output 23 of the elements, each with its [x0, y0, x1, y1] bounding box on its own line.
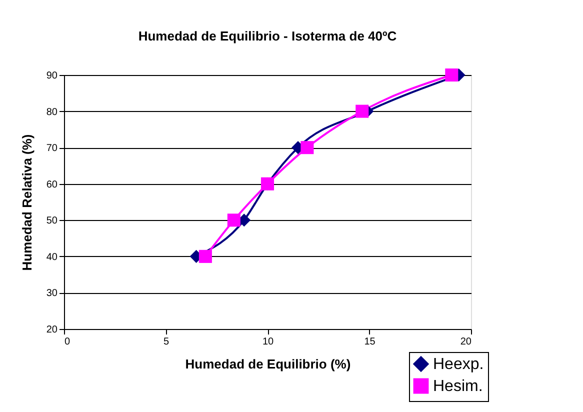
- point: [356, 104, 369, 118]
- y-tick-label: 90: [46, 70, 58, 82]
- y-tick-label: 60: [46, 179, 58, 190]
- y-tick-label: 70: [46, 143, 58, 154]
- y-tick-label: 30: [46, 288, 58, 300]
- point: [198, 250, 212, 263]
- y-tick-label: 20: [46, 324, 58, 336]
- x-tick-label: 0: [64, 336, 70, 348]
- y-tick-label: 40: [46, 252, 58, 263]
- point: [227, 214, 240, 227]
- point: [445, 68, 458, 82]
- y-axis-title: Humedad Relativa (%): [19, 134, 34, 271]
- legend-label: Heexp.: [433, 356, 484, 373]
- x-tick-label: 10: [262, 336, 274, 348]
- legend-label: Hesim.: [433, 378, 483, 395]
- y-tick-label: 50: [46, 216, 58, 227]
- y-tick-label: 80: [46, 106, 58, 118]
- x-axis-title: Humedad de Equilibrio (%): [185, 356, 351, 372]
- chart-title: Humedad de Equilibrio - Isoterma de 40ºC: [138, 28, 398, 44]
- x-tick-label: 5: [163, 336, 170, 348]
- point: [300, 141, 314, 154]
- x-tick-label: 20: [460, 336, 472, 348]
- x-tick-label: 15: [364, 336, 376, 348]
